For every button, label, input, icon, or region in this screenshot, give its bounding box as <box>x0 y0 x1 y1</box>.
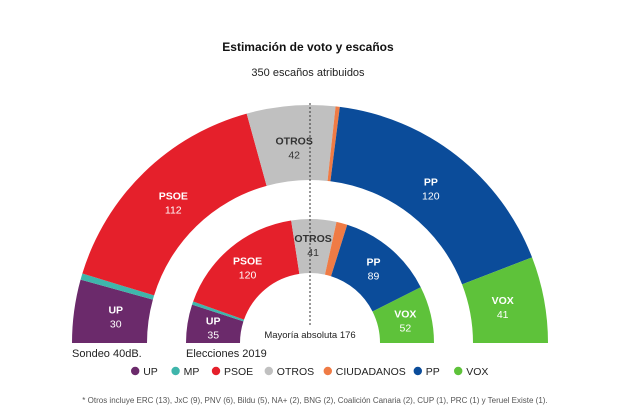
legend-label-otros: OTROS <box>277 366 314 378</box>
inner-segment-up <box>186 304 244 343</box>
outer-segment-vox <box>462 257 548 343</box>
outer-label-value-vox: 41 <box>497 309 509 321</box>
outer-segment-mp <box>80 273 155 300</box>
inner-label-value-pp: 89 <box>368 270 380 282</box>
inner-label-value-up: 35 <box>207 330 219 342</box>
outer-label-value-psoe: 112 <box>165 205 182 217</box>
majority-label: Mayoría absoluta 176 <box>264 330 355 341</box>
legend-swatch-up <box>131 366 140 376</box>
inner-label-name-up: UP <box>206 316 221 328</box>
inner-segment-ciudadanos <box>324 221 348 277</box>
legend-label-up: UP <box>143 366 158 378</box>
outer-segment-otros <box>246 104 336 186</box>
outer-label-value-pp: 120 <box>422 191 440 203</box>
legend-swatch-otros <box>264 366 273 376</box>
legend-label-psoe: PSOE <box>224 366 253 378</box>
outer-label-name-pp: PP <box>424 177 438 189</box>
inner-label-name-otros: OTROS <box>294 233 331 245</box>
legend-label-pp: PP <box>426 366 440 378</box>
outer-label-name-psoe: PSOE <box>159 191 188 203</box>
legend-swatch-psoe <box>211 366 221 376</box>
chart-subtitle: 350 escaños atribuidos <box>251 67 365 79</box>
inner-series-label: Elecciones 2019 <box>186 348 267 360</box>
legend-swatch-ciudadanos <box>323 366 332 376</box>
inner-label-value-psoe: 120 <box>239 269 257 281</box>
outer-label-name-up: UP <box>108 305 123 317</box>
outer-label-name-otros: OTROS <box>276 136 313 148</box>
inner-label-value-otros: 41 <box>307 247 319 259</box>
inner-segment-psoe <box>193 220 300 320</box>
inner-segment-pp <box>331 224 421 312</box>
inner-segment-otros <box>291 219 337 275</box>
legend-label-ciudadanos: CIUDADANOS <box>336 366 406 378</box>
arcs-layer <box>72 104 548 343</box>
inner-label-name-psoe: PSOE <box>233 255 262 267</box>
legend-swatch-pp <box>413 366 422 376</box>
legend-label-vox: VOX <box>466 366 488 378</box>
inner-segment-vox <box>372 287 434 343</box>
legend-swatch-vox <box>454 366 463 376</box>
outer-segment-up <box>72 279 153 343</box>
inner-label-name-pp: PP <box>366 256 380 268</box>
outer-label-value-otros: 42 <box>288 150 300 162</box>
inner-label-value-vox: 52 <box>399 322 411 334</box>
legend-swatch-mp <box>171 366 180 376</box>
outer-series-label: Sondeo 40dB. <box>72 348 142 360</box>
outer-label-value-up: 30 <box>110 319 122 331</box>
footnote: * Otros incluye ERC (13), JxC (9), PNV (… <box>82 396 547 405</box>
chart-title: Estimación de voto y escaños <box>222 40 394 54</box>
outer-segment-psoe <box>82 113 267 296</box>
outer-label-name-vox: VOX <box>492 295 514 307</box>
legend: UP MP PSOE OTROS CIUDADANOS PP VOX <box>131 366 488 378</box>
inner-segment-mp <box>192 301 245 322</box>
outer-segment-ciudadanos <box>327 106 340 182</box>
legend-label-mp: MP <box>184 366 200 378</box>
outer-segment-pp <box>330 106 533 285</box>
arc-labels-layer: UP 30 PSOE 112 OTROS 42 PP 120 VOX 41 UP 35 PSOE 120 O… <box>108 136 513 342</box>
inner-label-name-vox: VOX <box>394 308 416 320</box>
